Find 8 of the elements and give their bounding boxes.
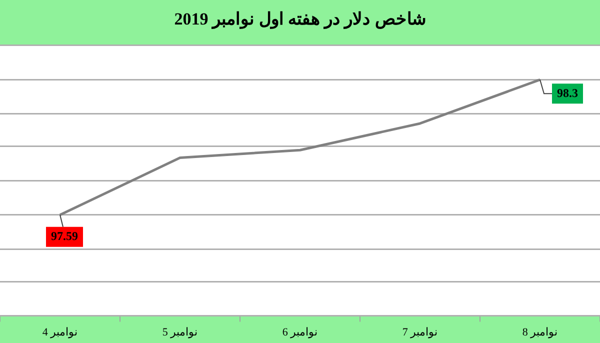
x-tick-label: 7 نوامبر	[402, 326, 438, 338]
data-label: 97.59	[51, 228, 78, 243]
x-tick-label: 8 نوامبر	[522, 326, 558, 338]
x-tick-label: 6 نوامبر	[282, 326, 318, 338]
x-tick-label: 5 نوامبر	[162, 326, 198, 338]
x-tick-label: 4 نوامبر	[42, 326, 78, 338]
chart-title: شاخص دلار در هفته اول نوامبر 2019	[174, 10, 426, 30]
data-label: 98.3	[557, 86, 578, 100]
